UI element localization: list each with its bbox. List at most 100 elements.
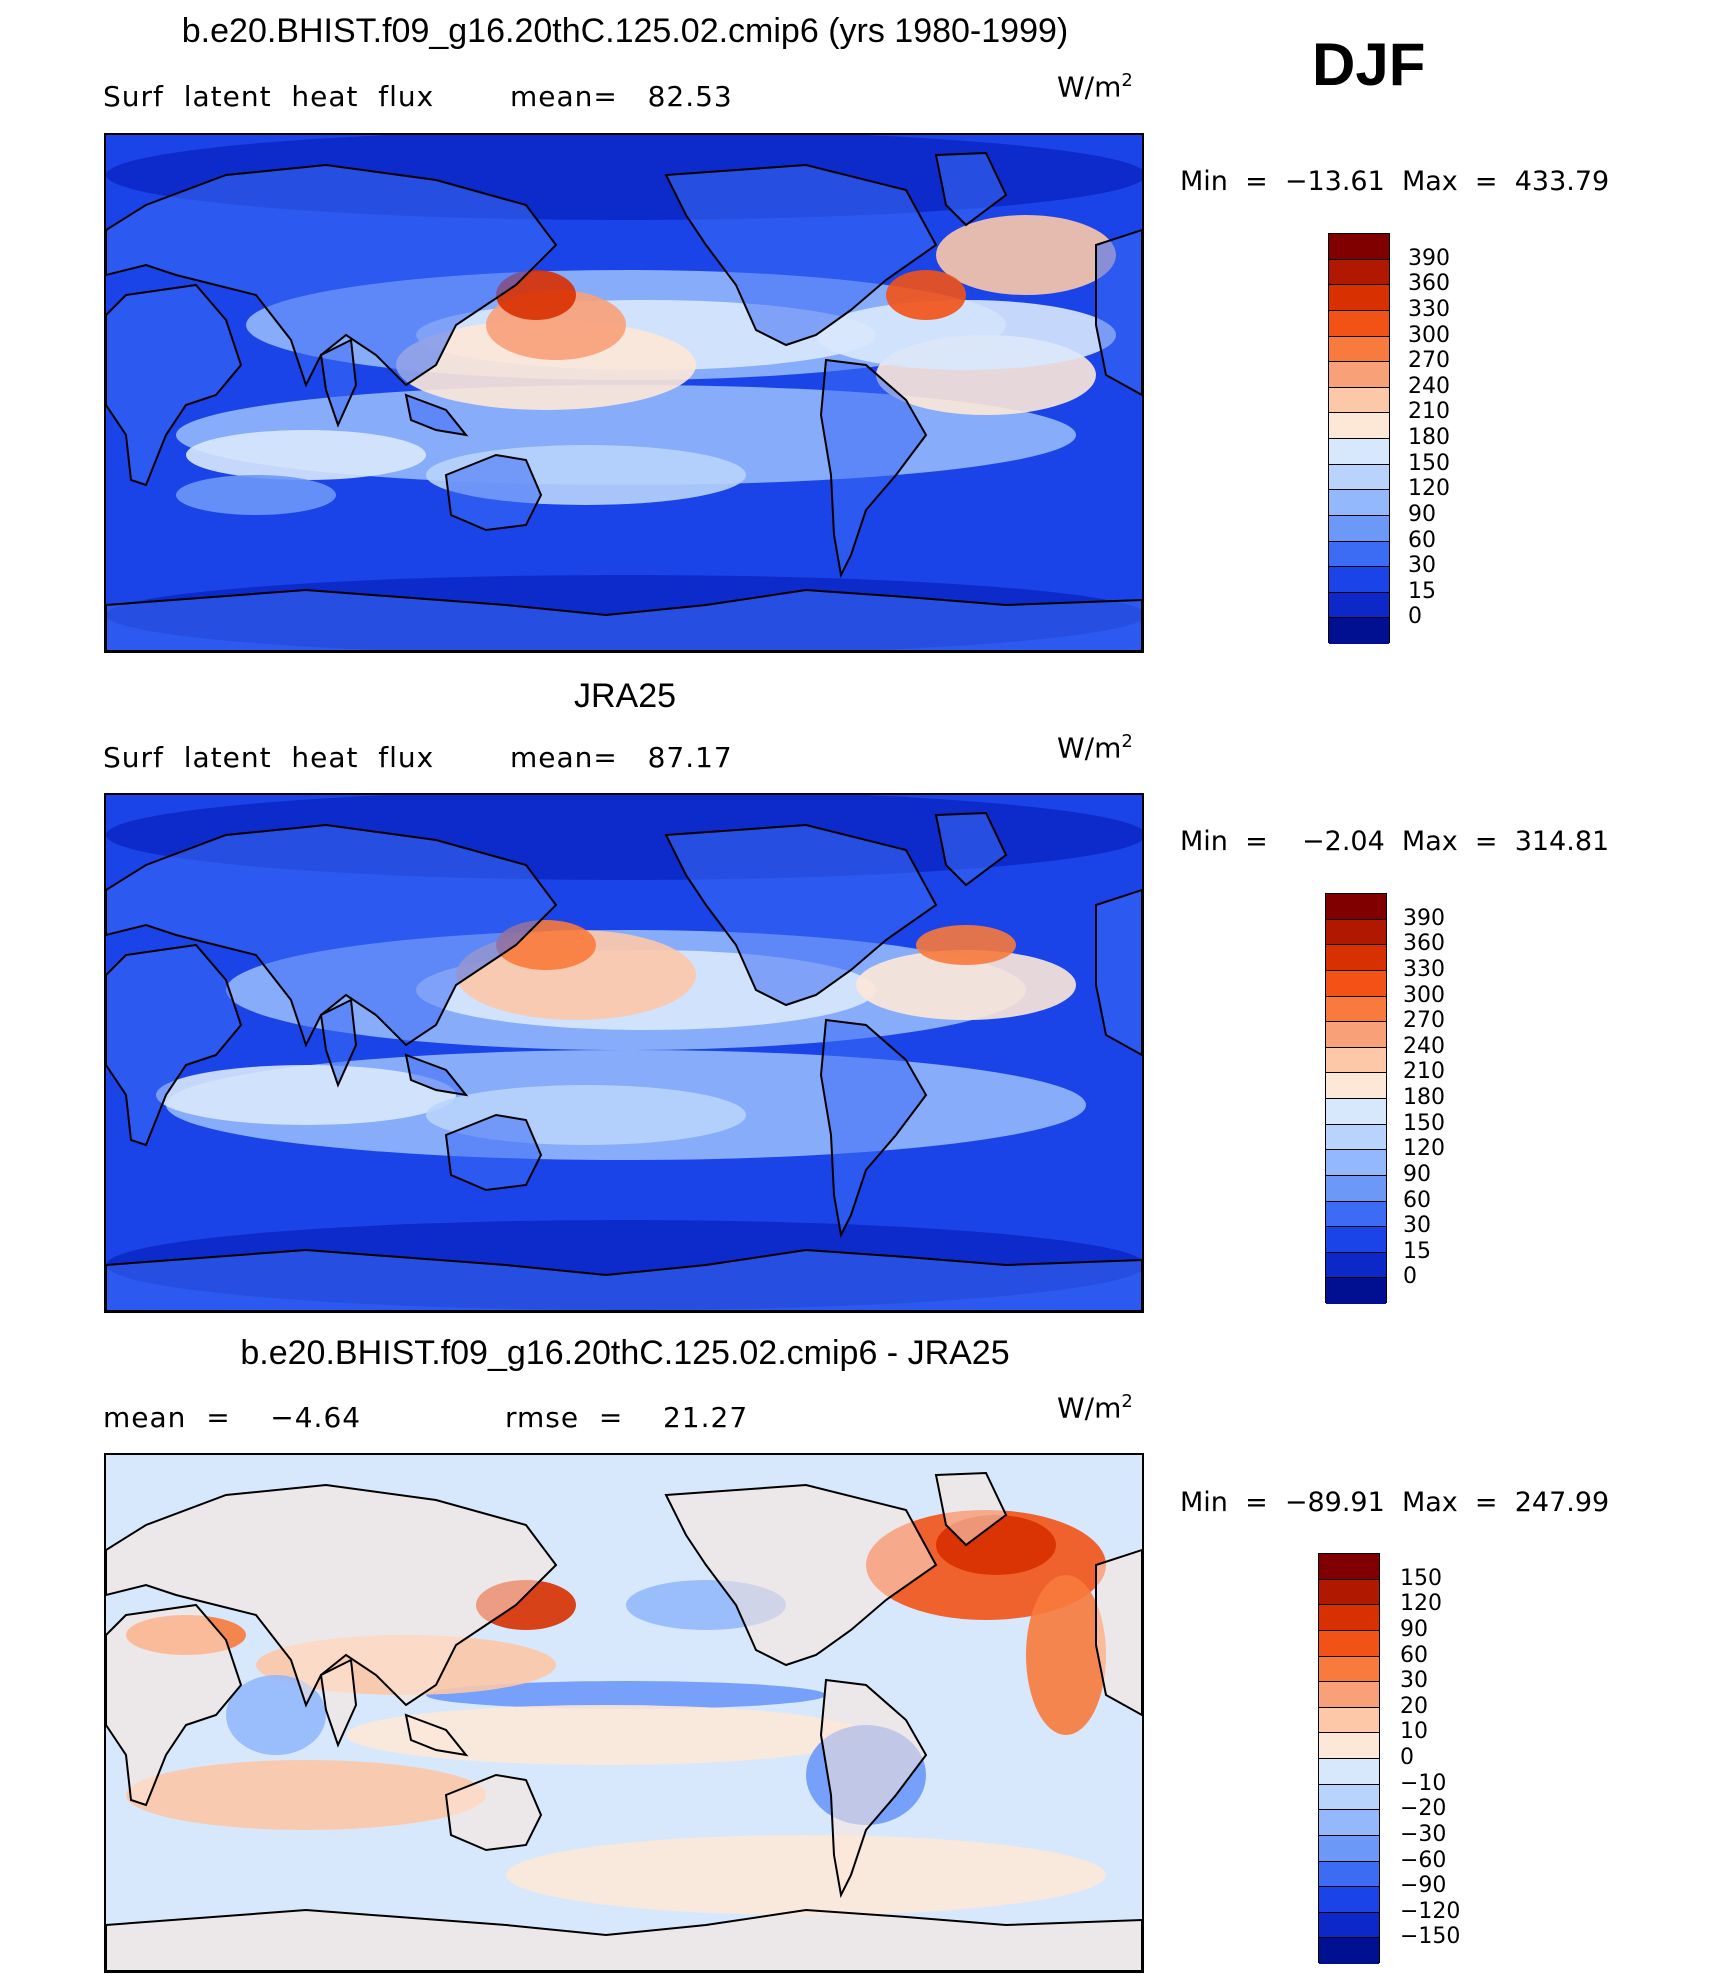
colorbar-label: −30 (1400, 1821, 1447, 1847)
colorbar-label: 120 (1403, 1136, 1445, 1162)
colorbar-box (1326, 1175, 1386, 1202)
colorbar-box (1319, 1759, 1379, 1785)
colorbar-box (1319, 1554, 1379, 1580)
colorbar-label: 150 (1400, 1565, 1442, 1591)
colorbar-label: 390 (1403, 905, 1445, 931)
colorbar-label: 0 (1403, 1264, 1417, 1290)
colorbar-box (1319, 1861, 1379, 1888)
colorbar-label: 240 (1403, 1033, 1445, 1059)
colorbar-box (1319, 1784, 1379, 1811)
colorbar-label: 360 (1408, 271, 1450, 297)
colorbar-box (1326, 1252, 1386, 1279)
colorbar-label: −60 (1400, 1847, 1447, 1873)
panel1-map (104, 133, 1144, 653)
colorbar-box (1326, 919, 1386, 946)
colorbar-box (1326, 1022, 1386, 1048)
colorbar-box (1326, 945, 1386, 971)
colorbar-box (1329, 490, 1389, 516)
colorbar-box (1326, 1047, 1386, 1074)
colorbar-label: −90 (1400, 1873, 1447, 1899)
colorbar-box (1319, 1605, 1379, 1631)
colorbar-label: 330 (1403, 956, 1445, 982)
panel3-minmax: Min = −89.91 Max = 247.99 (1180, 1487, 1610, 1518)
colorbar-label: 10 (1400, 1719, 1428, 1745)
colorbar-box (1329, 413, 1389, 439)
colorbar-label: 30 (1403, 1213, 1431, 1239)
panel1-left-text: Surf latent heat flux (103, 80, 435, 113)
colorbar-label: 60 (1400, 1642, 1428, 1668)
panel2-mean: mean= 87.17 (510, 741, 733, 774)
colorbar-box (1329, 592, 1389, 619)
colorbar-label: 180 (1408, 425, 1450, 450)
colorbar-box (1329, 618, 1389, 644)
colorbar-label: 360 (1403, 931, 1445, 957)
panel3-colorbar (1318, 1553, 1380, 1964)
colorbar-box (1326, 1099, 1386, 1125)
colorbar-box (1326, 1150, 1386, 1176)
colorbar-box (1319, 1707, 1379, 1734)
colorbar-box (1329, 310, 1389, 337)
panel1-minmax: Min = −13.61 Max = 433.79 (1180, 166, 1610, 197)
colorbar-box (1329, 362, 1389, 388)
colorbar-label: −20 (1400, 1796, 1447, 1822)
panel1-colorbar-labels: 390 360 330 300 270 240 210 180 150 120 90 60 30 15 0 (1408, 233, 1508, 643)
colorbar-box (1319, 1912, 1379, 1939)
colorbar-box (1326, 894, 1386, 920)
colorbar-label: 390 (1408, 245, 1450, 271)
panel3-title: b.e20.BHIST.f09_g16.20thC.125.02.cmip6 -… (240, 1334, 1010, 1372)
colorbar-box (1329, 259, 1389, 286)
colorbar-box (1329, 285, 1389, 311)
season-label: DJF (1312, 31, 1426, 98)
colorbar-label: 30 (1400, 1668, 1428, 1694)
colorbar-box (1329, 541, 1389, 568)
colorbar-box (1326, 996, 1386, 1023)
colorbar-label: 180 (1403, 1085, 1445, 1110)
colorbar-box (1329, 567, 1389, 593)
panel3-units: W/m2 (1057, 1391, 1133, 1425)
panel2-colorbar-labels: 390 360 330 300 270 240 210 180 150 120 90 60 30 15 0 (1403, 893, 1503, 1303)
colorbar-box (1326, 1227, 1386, 1253)
panel1-mean: mean= 82.53 (510, 80, 733, 113)
panel2-left-text: Surf latent heat flux (103, 741, 435, 774)
colorbar-label: 300 (1403, 982, 1445, 1008)
panel1-colorbar (1328, 233, 1390, 644)
panel3-map (104, 1453, 1144, 1973)
colorbar-box (1319, 1733, 1379, 1759)
colorbar-box (1319, 1835, 1379, 1862)
colorbar-box (1329, 234, 1389, 260)
colorbar-box (1329, 439, 1389, 465)
colorbar-label: 0 (1408, 604, 1422, 630)
colorbar-label: 150 (1408, 450, 1450, 476)
panel2-map (104, 793, 1144, 1313)
panel3-mean: mean = −4.64 (103, 1401, 362, 1434)
colorbar-box (1319, 1810, 1379, 1836)
colorbar-label: 15 (1408, 578, 1436, 604)
colorbar-label: 60 (1403, 1187, 1431, 1213)
colorbar-label: −10 (1400, 1770, 1447, 1796)
colorbar-label: 210 (1403, 1059, 1445, 1085)
colorbar-box (1319, 1656, 1379, 1683)
colorbar-label: 90 (1403, 1161, 1431, 1187)
panel2-colorbar (1325, 893, 1387, 1304)
colorbar-box (1326, 1124, 1386, 1151)
colorbar-label: 240 (1408, 373, 1450, 399)
colorbar-label: 15 (1403, 1238, 1431, 1264)
colorbar-label: 270 (1403, 1008, 1445, 1034)
colorbar-box (1329, 387, 1389, 414)
colorbar-box (1329, 336, 1389, 363)
colorbar-label: 120 (1408, 476, 1450, 502)
colorbar-label: 120 (1400, 1591, 1442, 1617)
colorbar-box (1326, 1278, 1386, 1304)
colorbar-label: −120 (1400, 1898, 1461, 1924)
colorbar-box (1326, 1073, 1386, 1099)
colorbar-label: 150 (1403, 1110, 1445, 1136)
panel2-units: W/m2 (1057, 731, 1133, 765)
colorbar-box (1319, 1887, 1379, 1913)
colorbar-label: −150 (1400, 1924, 1461, 1950)
colorbar-box (1319, 1682, 1379, 1708)
panel3-rmse: rmse = 21.27 (505, 1401, 749, 1434)
panel2-title: JRA25 (573, 677, 677, 715)
colorbar-box (1326, 1201, 1386, 1228)
panel1-units: W/m2 (1057, 70, 1133, 104)
colorbar-label: 330 (1408, 296, 1450, 322)
